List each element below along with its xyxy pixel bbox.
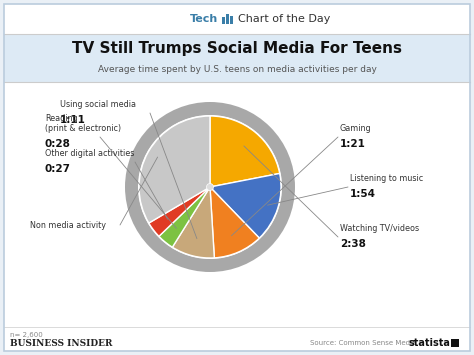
- Text: Other digital activities: Other digital activities: [45, 149, 134, 158]
- Wedge shape: [210, 187, 259, 258]
- Text: Tech: Tech: [190, 14, 218, 24]
- Text: 2:38: 2:38: [340, 239, 366, 249]
- Wedge shape: [210, 116, 280, 187]
- Text: 1:11: 1:11: [60, 115, 86, 125]
- Text: 0:27: 0:27: [45, 164, 71, 174]
- Text: Watching TV/videos: Watching TV/videos: [340, 224, 419, 233]
- Text: Chart of the Day: Chart of the Day: [238, 14, 330, 24]
- Text: 1:54: 1:54: [350, 189, 376, 199]
- Text: Non media activity: Non media activity: [30, 220, 106, 229]
- Bar: [4, 327, 470, 351]
- Text: Gaming: Gaming: [340, 124, 372, 133]
- Bar: [4, 82, 470, 327]
- Text: n= 2,600: n= 2,600: [10, 332, 43, 338]
- Bar: [451, 339, 459, 347]
- Text: 0:28: 0:28: [45, 139, 71, 149]
- Wedge shape: [173, 187, 214, 258]
- Wedge shape: [139, 116, 210, 223]
- Bar: [222, 17, 225, 24]
- Wedge shape: [210, 174, 281, 238]
- Bar: [4, 4, 470, 34]
- Circle shape: [125, 102, 295, 272]
- Circle shape: [138, 115, 282, 259]
- Text: 1:21: 1:21: [340, 139, 366, 149]
- Text: TV Still Trumps Social Media For Teens: TV Still Trumps Social Media For Teens: [72, 42, 402, 56]
- Text: Reading
(print & electronic): Reading (print & electronic): [45, 114, 121, 133]
- Bar: [230, 16, 233, 24]
- Text: BUSINESS INSIDER: BUSINESS INSIDER: [10, 339, 112, 348]
- Wedge shape: [159, 187, 210, 247]
- Text: Average time spent by U.S. teens on media activities per day: Average time spent by U.S. teens on medi…: [98, 66, 376, 75]
- Text: Listening to music: Listening to music: [350, 174, 423, 183]
- Text: statista: statista: [408, 338, 450, 348]
- Text: Using social media: Using social media: [60, 100, 136, 109]
- Circle shape: [207, 184, 213, 191]
- Text: Source: Common Sense Media: Source: Common Sense Media: [310, 340, 416, 346]
- Bar: [226, 14, 229, 24]
- Bar: [4, 34, 470, 82]
- Wedge shape: [149, 187, 210, 236]
